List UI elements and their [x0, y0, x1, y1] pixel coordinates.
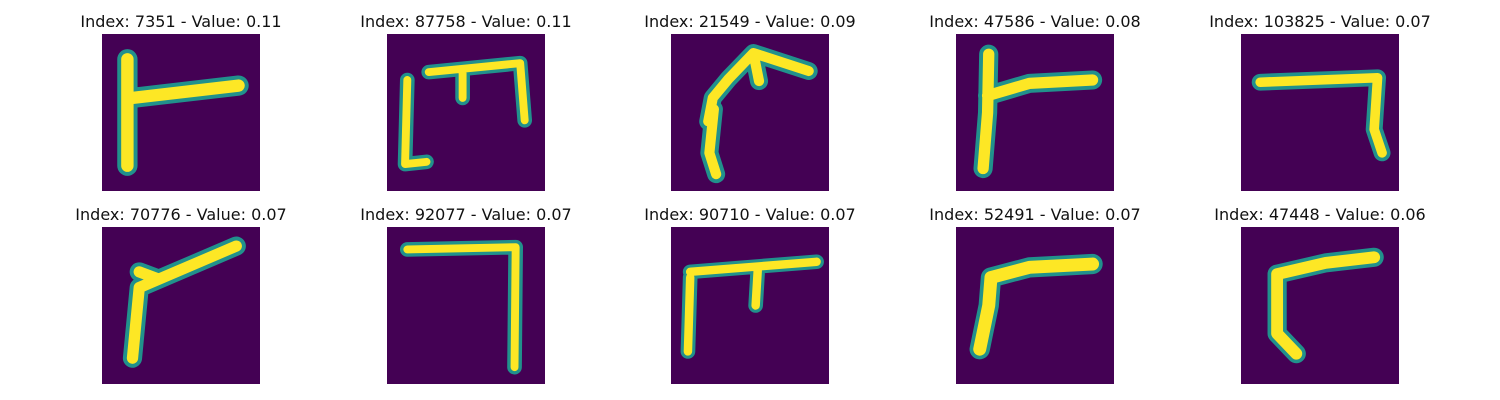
- glyph-thumbnail: [387, 34, 545, 191]
- glyph-thumbnail: [671, 227, 829, 384]
- glyph-thumbnail: [387, 227, 545, 384]
- panel-title: Index: 47586 - Value: 0.08: [929, 12, 1141, 31]
- glyph-image: [973, 44, 1103, 179]
- panel-title: Index: 103825 - Value: 0.07: [1209, 12, 1431, 31]
- glyph-image: [1267, 247, 1384, 364]
- glyph-image: [969, 253, 1103, 360]
- panel-title: Index: 70776 - Value: 0.07: [75, 205, 287, 224]
- panel-title: Index: 92077 - Value: 0.07: [360, 205, 572, 224]
- panel-title: Index: 47448 - Value: 0.06: [1214, 205, 1426, 224]
- glyph-image: [699, 44, 818, 184]
- panel-title: Index: 87758 - Value: 0.11: [360, 12, 572, 31]
- glyph-thumbnail: [1241, 34, 1399, 191]
- panel-title: Index: 90710 - Value: 0.07: [644, 205, 856, 224]
- glyph-image: [122, 236, 246, 368]
- glyph-thumbnail: [102, 34, 260, 191]
- glyph-image: [397, 55, 533, 172]
- panel-title: Index: 52491 - Value: 0.07: [929, 205, 1141, 224]
- glyph-image: [117, 49, 249, 176]
- glyph-image: [1251, 69, 1391, 162]
- glyph-thumbnail: [956, 34, 1114, 191]
- glyph-thumbnail: [671, 34, 829, 191]
- glyph-thumbnail: [1241, 227, 1399, 384]
- glyph-image: [680, 254, 824, 359]
- panel-title: Index: 7351 - Value: 0.11: [80, 12, 282, 31]
- glyph-thumbnail: [102, 227, 260, 384]
- glyph-image: [399, 239, 523, 375]
- glyph-thumbnail: [956, 227, 1114, 384]
- panel-title: Index: 21549 - Value: 0.09: [644, 12, 856, 31]
